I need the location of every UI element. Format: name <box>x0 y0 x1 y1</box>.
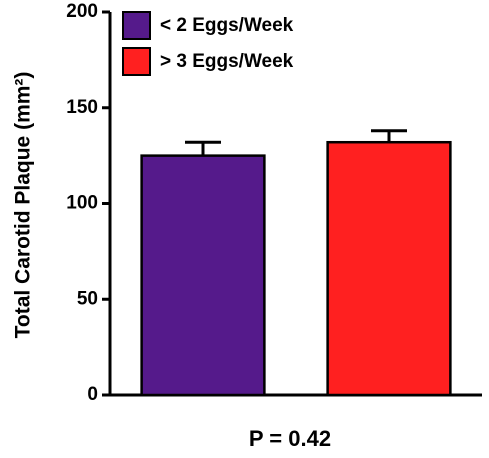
legend-swatch <box>122 11 151 40</box>
y-tick-label: 0 <box>87 384 98 405</box>
y-tick-label: 50 <box>77 288 98 309</box>
y-tick-label: 100 <box>66 193 98 214</box>
y-axis-label: Total Carotid Plaque (mm²) <box>12 72 35 339</box>
bar <box>140 154 266 397</box>
legend-swatch <box>122 47 151 76</box>
annotation: P = 0.42 <box>249 426 331 451</box>
bar <box>326 140 452 397</box>
legend-label: < 2 Eggs/Week <box>160 15 294 36</box>
y-tick-label: 150 <box>66 97 98 118</box>
y-tick-label: 200 <box>66 1 98 22</box>
legend-label: > 3 Eggs/Week <box>160 51 294 72</box>
